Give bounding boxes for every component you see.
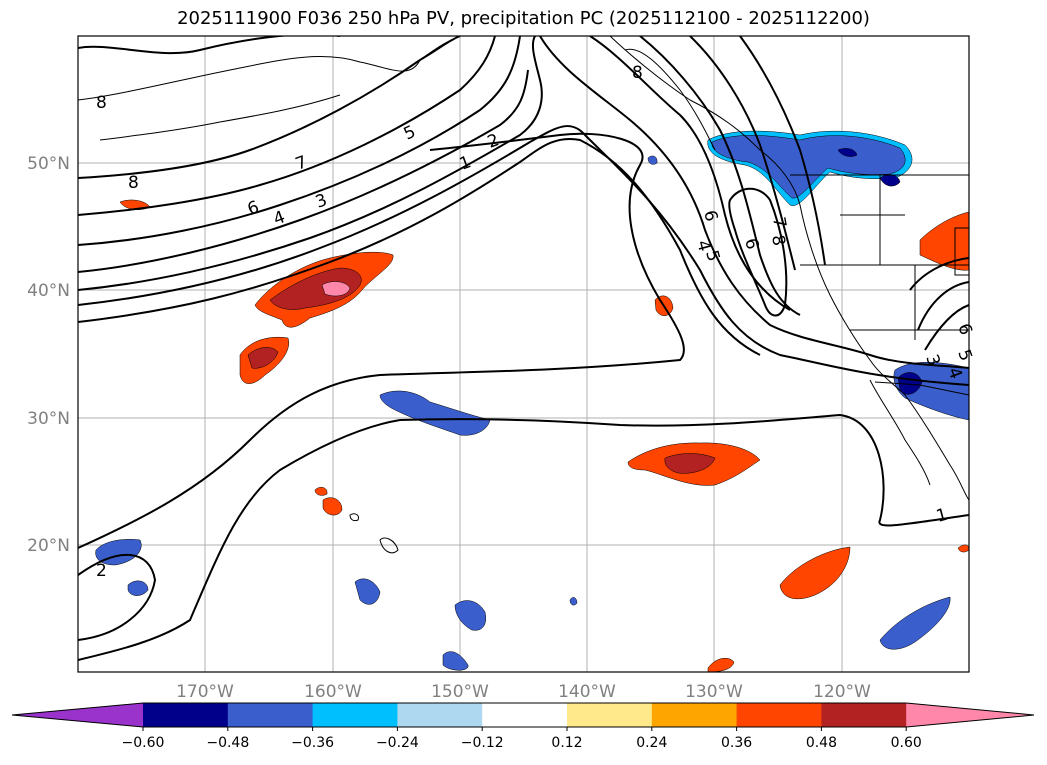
contour-line [539,36,969,369]
lon-label-120: 120°W [813,682,871,702]
contour-line [689,36,796,271]
precip-blob-negative [442,651,469,671]
lon-label-140: 140°W [558,682,616,702]
precip-blob-positive [664,453,716,474]
colorbar-segment [651,703,738,727]
contour-line [78,553,157,641]
pv-contours [78,36,969,661]
precip-blob-positive [247,347,279,369]
colorbar-segment [312,703,398,727]
lon-label-170: 170°W [176,682,234,702]
contour-label: 1 [934,505,950,527]
lat-label-20: 20°N [27,536,70,556]
colorbar-segment [567,703,653,727]
contour-line [78,36,543,291]
contour-label: 6 [699,208,721,224]
contour-line [78,69,529,273]
lon-label-160: 160°W [304,682,362,702]
lat-label-40: 40°N [27,281,70,301]
contour-label: 5 [701,248,723,264]
colorbar-tick-label: −0.60 [122,735,165,751]
precip-blob-positive [314,486,328,496]
precip-blob-negative [569,597,578,606]
border-states [800,175,969,340]
contour-line [78,36,496,216]
contour-line [78,137,761,356]
lat-axis-labels: 50°N 40°N 30°N 20°N [27,154,70,556]
map-frame [77,35,970,673]
colorbar-tick-label: 0.48 [806,735,837,751]
contour-line [78,36,461,179]
contour-line [739,36,826,266]
colorbar-tick-label: 0.12 [551,735,582,751]
contour-label: 6 [740,236,762,252]
colorbar-tick-label: −0.48 [206,735,249,751]
contour-line [917,281,969,331]
contour-label: 8 [96,93,107,113]
contour-line [78,132,685,549]
contour-label: 2 [96,561,107,581]
contour-label: 8 [632,63,643,83]
coastline-alaska [78,36,461,101]
coastline-aleutians [99,94,341,141]
coastline-baja [869,379,931,486]
lon-label-130: 130°W [685,682,743,702]
contour-line [639,36,801,316]
precip-blob-positive [919,211,969,271]
colorbar-extend-min [12,703,143,727]
precip-blob-negative [354,578,381,605]
lon-axis-labels: 170°W 160°W 150°W 140°W 130°W 120°W [176,682,871,702]
gridlines [78,36,969,672]
contour-line [909,257,969,291]
lat-label-30: 30°N [27,409,70,429]
precip-blob-positive [779,546,851,600]
precip-blob-negative [647,155,658,165]
contour-label: 8 [767,233,789,247]
contour-labels: 8 8 7 6 4 3 5 2 1 6 4 5 6 7 8 8 3 5 4 6 … [96,63,976,581]
colorbar-extend-max [906,703,1034,727]
chart-title: 2025111900 F036 250 hPa PV, precipitatio… [177,8,870,29]
colorbar-tick-label: −0.36 [291,735,334,751]
contour-line [924,304,969,351]
precip-shading [95,130,969,672]
colorbar-segment [736,703,822,727]
precip-blob-negative [379,390,491,436]
precip-blob-negative [127,580,149,596]
colorbar-segment [482,703,568,727]
precip-blob-negative [454,600,486,631]
coastline-north-america [609,36,969,501]
border-us-mexico [874,381,969,396]
colorbar-segment [143,703,229,727]
contour-label: 8 [128,173,139,193]
contour-line [78,36,521,246]
precip-blob-positive [957,544,969,553]
lat-label-50: 50°N [27,154,70,174]
precip-blob-negative [879,596,951,650]
coastline-hawaii [349,513,399,554]
colorbar-tick-label: 0.60 [891,735,922,751]
colorbar-segment [821,703,907,727]
colorbar-tick-label: 0.24 [636,735,667,751]
precip-blob-positive [321,281,351,297]
contour-label: 4 [692,238,714,254]
contour-line [78,36,340,55]
contour-line [78,125,969,386]
contour-line [728,187,788,317]
coastline-pnw-islands [624,48,716,151]
precip-blob-positive [269,267,362,310]
colorbar-tick-label: −0.24 [376,735,419,751]
colorbar-segment [397,703,483,727]
precip-blob-negative [837,148,858,157]
lon-label-150: 150°W [431,682,489,702]
precip-blob-positive [322,497,343,516]
contour-line [78,413,969,661]
coastlines [78,36,969,554]
contour-line [589,36,791,311]
colorbar-segment [227,703,314,727]
contour-label: 7 [768,215,790,229]
colorbar-tick-label: −0.12 [461,735,504,751]
colorbar: −0.60 −0.48 −0.36 −0.24 −0.12 0.12 0.24 0.36 0.4… [11,702,1035,751]
colorbar-tick-label: 0.36 [721,735,752,751]
